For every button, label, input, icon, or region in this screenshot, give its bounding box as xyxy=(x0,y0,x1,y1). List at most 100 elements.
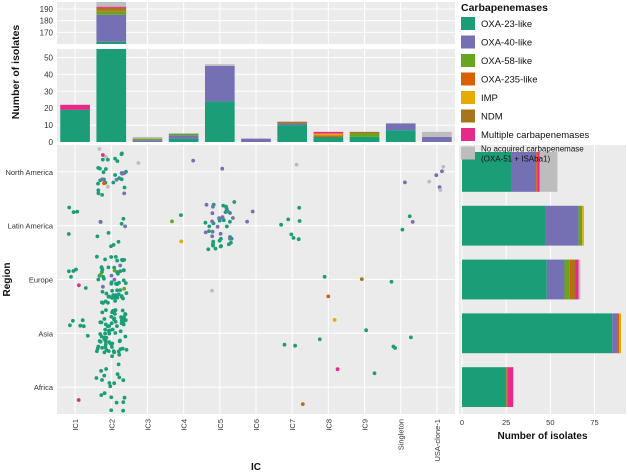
point-north-america-ic2-oxa-40-like xyxy=(122,191,127,196)
top-bar-ic8-oxa-235-like xyxy=(313,135,344,137)
right-bar-europe-oxa-235-like xyxy=(569,259,572,300)
point-latin-america-ic2-oxa-23-like xyxy=(95,234,100,239)
ic-tick-singleton: Singleton xyxy=(397,419,406,450)
ic-tick-ic1: IC1 xyxy=(71,419,80,431)
point-north-america-usa-clone-1-no-acquired-carbapenemase xyxy=(438,188,443,192)
point-north-america-ic2-oxa-23-like xyxy=(100,193,104,197)
point-latin-america-ic5-oxa-23-like xyxy=(211,243,215,248)
point-asia-ic2-oxa-23-like xyxy=(109,321,114,326)
right-bar-europe-oxa-40-like xyxy=(546,259,565,300)
point-north-america-ic2-oxa-235-like xyxy=(102,181,106,186)
point-latin-america-ic5-oxa-23-like xyxy=(207,229,211,234)
point-europe-ic2-oxa-23-like xyxy=(104,291,109,296)
point-north-america-ic2-oxa-23-like xyxy=(104,167,108,171)
top-bar-ic8-multiple-carbapenemases xyxy=(313,131,344,134)
point-latin-america-ic5-oxa-40-like xyxy=(203,230,208,235)
point-africa-ic2-oxa-23-like xyxy=(121,408,125,413)
top-bar-ic7-ndm xyxy=(277,121,308,124)
point-europe-ic2-oxa-23-like xyxy=(118,269,123,274)
top-bar-ic6-oxa-40-like xyxy=(241,138,271,142)
point-asia-ic2-oxa-23-like xyxy=(119,315,123,320)
point-asia-ic1-oxa-23-like xyxy=(78,323,83,328)
right-bar-europe-ndm xyxy=(571,259,576,300)
right-bar-africa-oxa-23-like xyxy=(462,367,507,408)
point-europe-ic2-oxa-23-like xyxy=(114,281,118,286)
legend-swatch-ndm xyxy=(461,109,475,123)
point-europe-ic2-oxa-58-like xyxy=(98,272,103,277)
point-europe-ic2-oxa-23-like xyxy=(106,294,111,299)
point-europe-ic1-oxa-23-like xyxy=(69,275,73,279)
point-asia-ic2-oxa-23-like xyxy=(120,308,125,313)
legend-title: Carbapenemases xyxy=(461,2,548,14)
point-latin-america-ic1-oxa-23-like xyxy=(71,210,76,215)
point-north-america-ic2-oxa-23-like xyxy=(113,173,117,177)
right-bar-north-america-oxa-235-like xyxy=(536,151,538,192)
point-europe-ic2-oxa-23-like xyxy=(121,278,126,283)
point-latin-america-ic5-oxa-23-like xyxy=(228,219,232,224)
right-bar-africa-multiple-carbapenemases xyxy=(507,367,514,408)
point-latin-america-ic5-oxa-23-like xyxy=(213,246,218,251)
point-europe-ic2-oxa-23-like xyxy=(117,280,121,285)
point-asia-ic2-oxa-23-like xyxy=(103,331,107,336)
point-north-america-ic3-no-acquired-carbapenemase xyxy=(136,161,141,165)
point-asia-ic2-oxa-23-like xyxy=(100,345,104,350)
point-europe-ic5-no-acquired-carbapenemase xyxy=(210,288,214,293)
legend-swatch-oxa-235-like xyxy=(461,72,475,86)
right-bar-europe-oxa-58-like xyxy=(564,259,570,300)
point-asia-ic2-oxa-23-like xyxy=(100,310,105,315)
right-x-axis-title: Number of isolates xyxy=(497,431,587,442)
legend-label-multiple-carbapenemases: Multiple carbapenemases xyxy=(481,130,590,141)
right-bar-africa-ndm xyxy=(506,367,508,408)
point-latin-america-ic5-oxa-23-like xyxy=(232,200,237,204)
point-north-america-usa-clone-1-no-acquired-carbapenemase xyxy=(441,164,446,169)
point-latin-america-ic5-oxa-23-like xyxy=(219,236,223,241)
top-bar-ic2-oxa-58-like xyxy=(96,11,127,15)
point-asia-ic2-oxa-23-like xyxy=(111,349,116,354)
point-north-america-ic2-oxa-40-like xyxy=(114,177,119,182)
point-africa-ic2-oxa-23-like xyxy=(102,373,107,378)
point-north-america-singleton-oxa-40-like xyxy=(403,180,407,185)
point-north-america-ic2-oxa-23-like xyxy=(101,170,106,175)
top-bar-chart: 0 10 20 30 40 50 170 180 190 Number of isolates xyxy=(10,2,455,147)
point-africa-ic1-multiple-carbapenemases xyxy=(76,398,81,402)
right-bar-north-america-oxa-40-like xyxy=(511,151,537,192)
point-latin-america-ic7-oxa-23-like xyxy=(279,222,283,227)
region-tick-europe: Europe xyxy=(29,276,53,285)
point-north-america-ic2-oxa-23-like xyxy=(105,157,110,162)
legend-label-imp: IMP xyxy=(481,93,498,104)
point-asia-ic7-oxa-23-like xyxy=(293,343,297,348)
point-africa-ic2-oxa-23-like xyxy=(99,393,104,397)
point-north-america-ic4-oxa-40-like xyxy=(191,158,196,163)
point-europe-ic2-oxa-23-like xyxy=(106,265,111,270)
point-latin-america-ic2-oxa-23-like xyxy=(106,231,111,235)
point-asia-ic2-oxa-23-like xyxy=(104,335,109,340)
point-latin-america-ic5-oxa-40-like xyxy=(210,229,215,234)
point-europe-ic2-oxa-23-like xyxy=(124,291,129,295)
legend-label-oxa-23-like: OXA-23-like xyxy=(481,19,532,30)
top-bar-usa-clone-1-no-acquired-carbapenemase xyxy=(422,131,452,137)
point-latin-america-ic4-imp xyxy=(179,239,184,244)
ic-tick-usa-clone-1: USA-clone-1 xyxy=(433,419,442,462)
point-africa-ic2-oxa-23-like xyxy=(107,381,112,385)
top-bar-ic8-imp xyxy=(313,133,344,136)
point-latin-america-ic1-oxa-23-like xyxy=(67,205,72,210)
region-tick-asia: Asia xyxy=(38,329,53,338)
point-europe-ic2-oxa-23-like xyxy=(99,265,104,269)
legend-label-oxa-58-like: OXA-58-like xyxy=(481,56,532,67)
top-bar-ic7-oxa-23-like xyxy=(277,125,308,142)
point-latin-america-ic2-oxa-23-like xyxy=(119,221,124,226)
point-asia-ic2-oxa-23-like xyxy=(119,318,124,323)
point-asia-ic2-oxa-23-like xyxy=(106,349,111,353)
point-asia-ic7-oxa-23-like xyxy=(282,342,287,347)
point-europe-ic2-oxa-23-like xyxy=(111,293,115,297)
point-latin-america-ic5-oxa-23-like xyxy=(211,239,216,244)
top-bar-singleton-oxa-40-like xyxy=(385,123,416,131)
point-asia-singleton-oxa-23-like xyxy=(409,335,413,340)
ic-tick-ic3: IC3 xyxy=(143,419,152,431)
right-x-tick-label: 0 xyxy=(460,418,464,427)
point-asia-ic2-oxa-23-like xyxy=(123,334,128,339)
point-europe-ic2-oxa-58-like xyxy=(112,268,117,273)
point-europe-ic2-oxa-23-like xyxy=(118,288,123,292)
top-bar-ic4-oxa-40-like xyxy=(168,135,199,139)
point-latin-america-ic5-oxa-23-like xyxy=(226,242,231,247)
